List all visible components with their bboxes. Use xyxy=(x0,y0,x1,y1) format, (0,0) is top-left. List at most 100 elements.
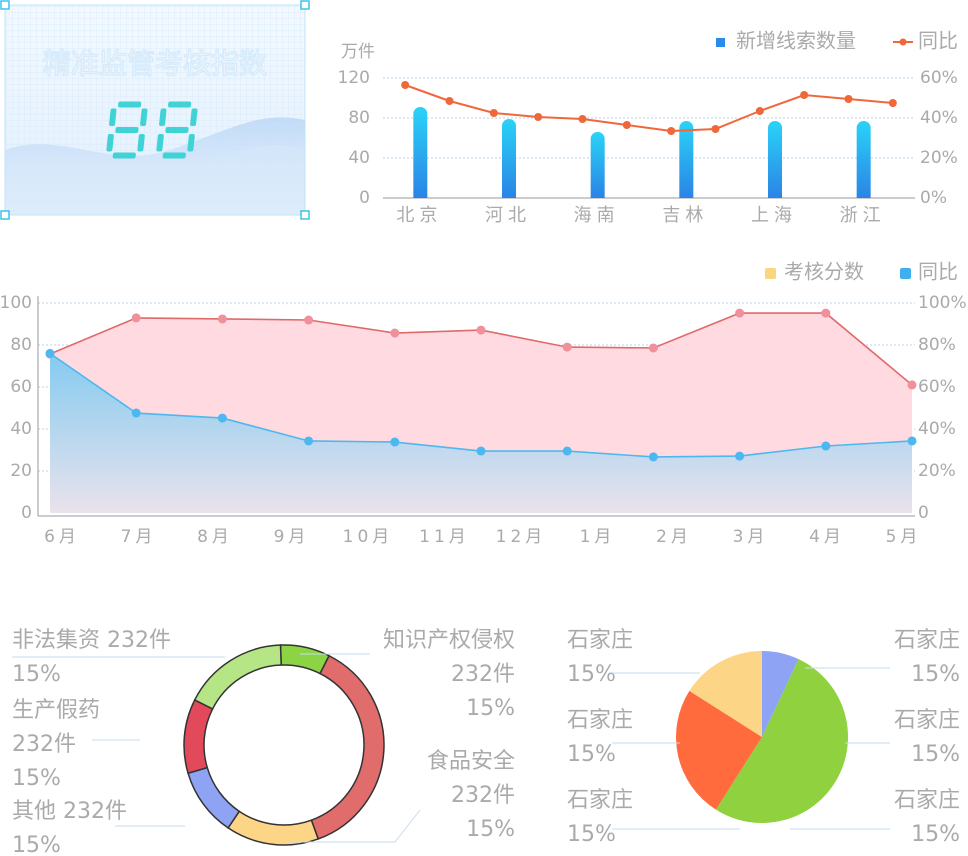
slice-label: 石家庄 xyxy=(894,788,960,813)
y-tick-label: 20 xyxy=(10,461,32,481)
panel-title: 精准监管考核指数 xyxy=(43,47,268,80)
bar xyxy=(590,132,605,198)
line-point xyxy=(800,91,809,99)
line-point xyxy=(622,121,631,129)
digit-segment xyxy=(140,108,148,126)
line-point xyxy=(667,127,676,135)
y2-tick-label: 20% xyxy=(918,461,956,481)
bar xyxy=(679,121,694,198)
line-point xyxy=(45,348,55,358)
donut-slice xyxy=(187,766,241,829)
index-panel: 精准监管考核指数 88 xyxy=(0,0,310,220)
digit-segment xyxy=(118,101,142,108)
line-point xyxy=(755,107,764,115)
slice-label: 232件 xyxy=(451,662,515,687)
line-point xyxy=(562,342,572,352)
slice-label: 15% xyxy=(12,833,61,856)
slice-label: 232件 xyxy=(12,732,76,757)
donut-slice xyxy=(193,644,282,710)
line-point xyxy=(821,441,831,451)
x-tick-label: 2月 xyxy=(656,527,692,547)
x-tick-label: 海南 xyxy=(574,205,620,226)
slice-label: 石家庄 xyxy=(567,788,633,813)
slice-label: 石家庄 xyxy=(894,708,960,733)
y-tick-label: 60 xyxy=(10,377,32,397)
legend-swatch xyxy=(765,268,776,279)
x-tick-label: 浙江 xyxy=(840,205,886,226)
leader-line xyxy=(290,809,421,843)
pie-slice xyxy=(715,659,849,824)
line-point xyxy=(907,436,917,446)
slice-label: 知识产权侵权 xyxy=(383,628,515,653)
legend-swatch xyxy=(900,268,911,279)
digit-segment xyxy=(159,108,167,126)
digit-segment xyxy=(109,108,117,126)
y2-tick-label: 40% xyxy=(920,108,958,128)
line-point xyxy=(217,413,227,423)
y2-tick-label: 0% xyxy=(920,188,947,208)
bar xyxy=(413,107,428,198)
y-tick-label: 120 xyxy=(338,68,370,88)
area xyxy=(50,353,912,513)
y-tick-label: 0 xyxy=(21,503,32,523)
y2-tick-label: 60% xyxy=(918,377,956,397)
slice-label: 其他 232件 xyxy=(12,799,127,824)
bar xyxy=(856,121,871,198)
y-tick-label: 40 xyxy=(348,148,370,168)
line xyxy=(404,84,893,133)
legend-label: 新增线索数量 xyxy=(736,29,856,53)
legend-label: 同比 xyxy=(918,29,958,53)
line-point xyxy=(131,408,141,418)
digit-segment xyxy=(115,127,139,133)
corner xyxy=(300,0,310,10)
y-tick-label: 100 xyxy=(0,293,32,313)
digit-segment xyxy=(165,127,189,133)
slice-label: 15% xyxy=(567,742,616,767)
index-value: 88 xyxy=(106,101,198,159)
line-point xyxy=(445,97,454,105)
y-unit: 万件 xyxy=(341,42,375,62)
x-tick-label: 12月 xyxy=(496,527,547,547)
corner xyxy=(300,210,310,220)
x-tick-label: 6月 xyxy=(44,527,80,547)
digit xyxy=(106,101,148,159)
line-point xyxy=(489,109,498,117)
bar xyxy=(502,119,516,198)
x-tick-label: 4月 xyxy=(809,527,845,547)
slice-label: 15% xyxy=(12,662,61,687)
line-point xyxy=(217,314,227,324)
x-tick-label: 5月 xyxy=(886,527,922,547)
y-tick-label: 0 xyxy=(359,188,370,208)
line-point xyxy=(401,81,410,89)
slice-label: 15% xyxy=(911,742,960,767)
x-tick-label: 3月 xyxy=(733,527,769,547)
corner xyxy=(0,0,10,10)
x-tick-label: 11月 xyxy=(419,527,470,547)
line-point xyxy=(562,446,572,456)
x-tick-label: 上海 xyxy=(751,205,797,226)
digit-segment xyxy=(106,134,114,152)
y2-tick-label: 80% xyxy=(918,335,956,355)
digit xyxy=(156,101,198,159)
line-point xyxy=(821,308,831,318)
bar xyxy=(768,121,782,198)
line-point xyxy=(888,99,897,107)
slice-label: 15% xyxy=(567,822,616,847)
y-tick-label: 80 xyxy=(348,108,370,128)
slice-label: 15% xyxy=(466,696,515,721)
digit-segment xyxy=(112,152,136,159)
y2-tick-label: 0 xyxy=(918,503,929,523)
digit-segment xyxy=(187,134,195,152)
slice-label: 15% xyxy=(12,766,61,791)
legend-label: 同比 xyxy=(918,260,958,284)
y2-tick-label: 20% xyxy=(920,148,958,168)
line-point xyxy=(390,328,400,338)
line-point xyxy=(844,95,853,103)
y2-tick-label: 40% xyxy=(918,419,956,439)
digit-segment xyxy=(190,108,198,126)
digit-segment xyxy=(156,134,164,152)
line-point xyxy=(304,315,314,325)
x-tick-label: 1月 xyxy=(580,527,616,547)
pie-slice xyxy=(689,651,762,737)
